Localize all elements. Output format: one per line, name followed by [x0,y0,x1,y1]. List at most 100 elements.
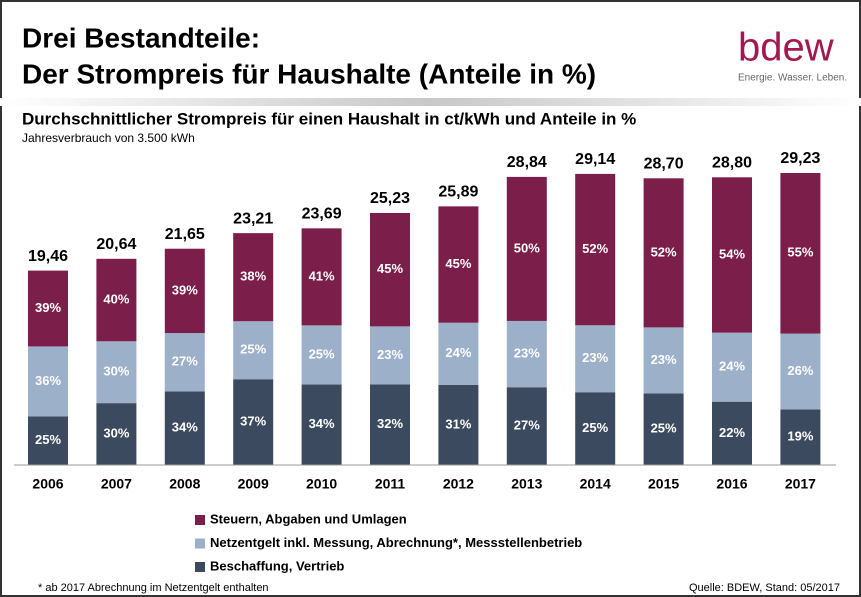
bar-segment [438,322,479,385]
total-label: 23,69 [302,206,342,223]
total-label: 23,21 [233,210,273,227]
bar-segment [164,248,205,334]
segment-label: 25% [309,346,335,361]
legend-label: Steuern, Abgaben und Umlagen [210,511,407,526]
segment-label: 31% [445,416,471,431]
segment-label: 50% [514,240,540,255]
x-tick-label: 2015 [648,476,679,492]
bar-segment [712,332,752,402]
segment-label: 23% [377,347,403,362]
total-label: 21,65 [165,226,205,243]
total-label: 19,46 [28,248,68,265]
bar-segment [28,346,68,417]
bar-segment [96,341,137,404]
chart-title: Durchschnittlicher Strompreis für einen … [22,109,636,128]
bar-segment [643,178,684,328]
bar-segment [575,325,616,393]
bar-segment [643,327,684,394]
legend-swatch [195,515,205,525]
bar-segment [780,173,821,334]
bar-segment [233,321,274,380]
bar-segment [506,387,547,465]
segment-label: 25% [35,432,61,447]
segment-label: 25% [651,421,677,436]
x-tick-label: 2014 [580,476,611,492]
segment-label: 36% [35,373,61,388]
segment-label: 23% [514,346,540,361]
bar-segment [301,228,342,326]
segment-label: 27% [172,354,198,369]
bar-segment [712,401,752,465]
x-tick-label: 2006 [32,476,63,492]
total-label: 28,70 [644,156,684,173]
segment-label: 23% [651,352,677,367]
bar-segment [96,403,137,465]
total-label: 28,80 [712,155,752,172]
segment-label: 24% [719,359,745,374]
bar-segment [233,379,274,465]
bar-segment [438,384,479,465]
logo-tagline: Energie. Wasser. Leben. [738,73,847,84]
total-label: 25,89 [438,184,478,201]
x-tick-label: 2016 [716,476,747,492]
bar-segment [438,206,479,323]
legend-swatch [195,562,205,572]
segment-label: 25% [240,342,266,357]
total-label: 29,14 [575,151,615,168]
segment-label: 45% [445,256,471,271]
x-tick-label: 2009 [238,476,269,492]
bar-segment [370,326,410,385]
segment-label: 52% [582,241,608,256]
footnote: * ab 2017 Abrechnung im Netzentgelt enth… [38,582,269,594]
bar-segment [506,176,547,321]
logo: bdew [738,26,834,70]
bar-segment [370,384,410,465]
x-tick-label: 2017 [785,476,816,492]
bar-segment [301,384,342,465]
bar-segment [506,320,547,388]
segment-label: 37% [240,414,266,429]
bar-segment [164,333,205,392]
total-label: 20,64 [96,236,136,253]
bar-segment [96,258,137,342]
bar-segment [301,325,342,385]
bar-segment [643,393,684,465]
chart-subtitle: Jahresverbrauch von 3.500 kWh [22,131,195,145]
segment-label: 55% [787,245,813,260]
x-tick-label: 2011 [375,476,406,492]
x-tick-label: 2010 [306,476,337,492]
x-tick-label: 2008 [169,476,200,492]
bar-segment [575,392,616,465]
x-tick-label: 2007 [101,476,132,492]
segment-label: 32% [377,416,403,431]
total-label: 29,23 [780,150,820,167]
page-title: Drei Bestandteile: [22,22,260,53]
x-tick-label: 2012 [443,476,474,492]
segment-label: 26% [787,363,813,378]
segment-label: 27% [514,418,540,433]
segment-label: 23% [582,350,608,365]
bar-segment [712,177,752,333]
legend-label: Beschaffung, Vertrieb [210,558,344,573]
segment-label: 22% [719,425,745,440]
header-band [0,98,861,106]
bar-segment [370,212,410,327]
segment-label: 38% [240,269,266,284]
bar-segment [575,173,616,326]
source: Quelle: BDEW, Stand: 05/2017 [689,582,840,594]
bar-segment [780,409,821,465]
bar-segment [28,416,68,465]
segment-label: 54% [719,246,745,261]
segment-label: 39% [35,300,61,315]
segment-label: 30% [103,426,129,441]
page-title: Der Strompreis für Haushalte (Anteile in… [22,58,596,89]
bar-segment [233,233,274,322]
segment-label: 34% [309,416,335,431]
segment-label: 52% [651,244,677,259]
segment-label: 34% [172,420,198,435]
segment-label: 45% [377,261,403,276]
segment-label: 39% [172,282,198,297]
